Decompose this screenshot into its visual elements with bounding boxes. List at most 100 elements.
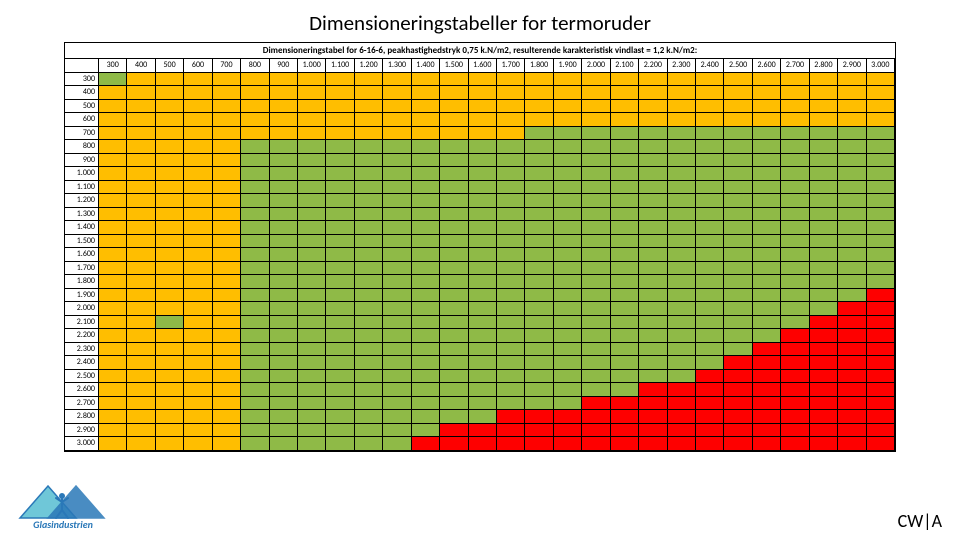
data-cell: [753, 302, 781, 316]
data-cell: [753, 140, 781, 154]
col-header: 1.800: [525, 59, 553, 73]
data-cell: [326, 424, 354, 438]
data-cell: [156, 316, 184, 330]
data-cell: [184, 208, 212, 222]
data-cell: [440, 370, 468, 384]
data-cell: [611, 397, 639, 411]
data-cell: [724, 86, 752, 100]
data-cell: [270, 329, 298, 343]
data-cell: [781, 397, 809, 411]
data-cell: [412, 221, 440, 235]
data-cell: [668, 424, 696, 438]
data-cell: [525, 370, 553, 384]
data-cell: [497, 181, 525, 195]
row-header: 1.300: [65, 208, 99, 222]
data-cell: [412, 154, 440, 168]
data-cell: [298, 113, 326, 127]
data-cell: [554, 140, 582, 154]
data-cell: [867, 410, 895, 424]
data-cell: [611, 221, 639, 235]
data-cell: [156, 262, 184, 276]
data-cell: [156, 113, 184, 127]
data-cell: [525, 100, 553, 114]
data-cell: [497, 302, 525, 316]
data-cell: [639, 127, 667, 141]
data-cell: [241, 316, 269, 330]
data-cell: [696, 316, 724, 330]
data-cell: [298, 127, 326, 141]
data-cell: [668, 356, 696, 370]
col-header: 2.700: [781, 59, 809, 73]
data-cell: [668, 262, 696, 276]
data-cell: [554, 181, 582, 195]
data-cell: [298, 221, 326, 235]
data-cell: [838, 424, 866, 438]
data-cell: [525, 194, 553, 208]
data-cell: [156, 275, 184, 289]
data-cell: [440, 262, 468, 276]
data-cell: [383, 181, 411, 195]
data-cell: [724, 316, 752, 330]
data-cell: [554, 424, 582, 438]
data-cell: [326, 208, 354, 222]
data-cell: [582, 410, 610, 424]
data-cell: [781, 262, 809, 276]
data-cell: [469, 437, 497, 451]
data-cell: [127, 140, 155, 154]
data-cell: [696, 410, 724, 424]
table-title: Dimensioneringstabel for 6-16-6, peakhas…: [65, 43, 895, 59]
data-cell: [355, 262, 383, 276]
data-cell: [582, 194, 610, 208]
data-cell: [355, 410, 383, 424]
data-cell: [213, 262, 241, 276]
data-cell: [838, 100, 866, 114]
data-cell: [127, 127, 155, 141]
data-cell: [298, 302, 326, 316]
data-cell: [383, 208, 411, 222]
data-cell: [525, 73, 553, 87]
data-cell: [326, 289, 354, 303]
data-cell: [696, 194, 724, 208]
data-cell: [781, 302, 809, 316]
data-cell: [724, 113, 752, 127]
data-cell: [412, 356, 440, 370]
data-cell: [355, 329, 383, 343]
data-cell: [639, 356, 667, 370]
data-cell: [270, 140, 298, 154]
data-cell: [440, 167, 468, 181]
data-cell: [241, 194, 269, 208]
data-cell: [469, 73, 497, 87]
data-cell: [213, 194, 241, 208]
data-cell: [270, 248, 298, 262]
data-cell: [213, 437, 241, 451]
data-cell: [724, 154, 752, 168]
data-cell: [440, 73, 468, 87]
data-cell: [753, 127, 781, 141]
data-cell: [753, 329, 781, 343]
data-cell: [156, 100, 184, 114]
data-cell: [326, 154, 354, 168]
data-cell: [298, 275, 326, 289]
data-cell: [611, 73, 639, 87]
data-cell: [355, 181, 383, 195]
data-cell: [867, 424, 895, 438]
data-cell: [724, 437, 752, 451]
data-cell: [270, 275, 298, 289]
data-cell: [270, 100, 298, 114]
data-cell: [127, 343, 155, 357]
row-header: 2.300: [65, 343, 99, 357]
data-cell: [469, 86, 497, 100]
data-cell: [99, 113, 127, 127]
data-cell: [724, 410, 752, 424]
data-cell: [781, 370, 809, 384]
data-cell: [582, 424, 610, 438]
data-cell: [412, 167, 440, 181]
data-cell: [497, 100, 525, 114]
data-cell: [810, 181, 838, 195]
data-cell: [867, 235, 895, 249]
data-cell: [724, 208, 752, 222]
data-cell: [156, 329, 184, 343]
data-cell: [213, 113, 241, 127]
data-cell: [298, 356, 326, 370]
data-cell: [838, 383, 866, 397]
